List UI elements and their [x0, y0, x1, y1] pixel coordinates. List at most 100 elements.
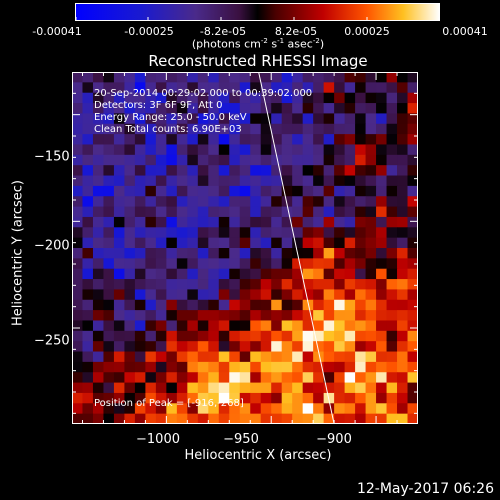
heatmap-cell: [323, 299, 335, 311]
heatmap-cell: [281, 165, 293, 176]
heatmap-cell: [134, 196, 146, 207]
heatmap-cell: [302, 227, 314, 239]
heatmap-cell: [239, 92, 251, 104]
heatmap-cell: [145, 403, 157, 415]
heatmap-cell: [334, 320, 345, 332]
heatmap-cell: [176, 403, 188, 415]
heatmap-cell: [344, 330, 356, 342]
heatmap-cell: [155, 248, 167, 259]
heatmap-cell: [239, 123, 251, 135]
heatmap-cell: [250, 258, 262, 270]
chart-title: Reconstructed RHESSI Image: [148, 52, 368, 70]
heatmap-cell: [376, 258, 387, 270]
heatmap-cell: [250, 72, 262, 83]
heatmap-cell: [281, 92, 293, 104]
heatmap-cell: [124, 330, 136, 342]
heatmap-cell: [124, 289, 136, 301]
heatmap-cell: [376, 216, 387, 228]
heatmap-cell: [187, 206, 199, 218]
heatmap-cell: [113, 289, 125, 301]
heatmap-cell: [334, 154, 345, 166]
heatmap-cell: [218, 403, 230, 415]
heatmap-cell: [386, 310, 398, 321]
heatmap-cell: [124, 413, 136, 424]
heatmap-cell: [292, 123, 304, 135]
heatmap-cell: [113, 372, 125, 383]
heatmap-cell: [334, 361, 345, 373]
heatmap-cell: [134, 320, 146, 332]
heatmap-cell: [260, 320, 272, 332]
heatmap-cell: [260, 330, 272, 342]
heatmap-cell: [176, 361, 188, 373]
heatmap-cell: [113, 134, 125, 145]
heatmap-cell: [386, 382, 398, 394]
heatmap-cell: [376, 361, 387, 373]
heatmap-cell: [323, 82, 335, 94]
heatmap-cell: [113, 279, 125, 290]
heatmap-cell: [113, 341, 125, 352]
heatmap-cell: [124, 372, 136, 383]
heatmap-cell: [313, 382, 325, 394]
heatmap-cell: [113, 82, 125, 94]
heatmap-cell: [176, 175, 188, 187]
heatmap-cell: [72, 403, 83, 415]
heatmap-cell: [92, 113, 104, 125]
heatmap-cell: [302, 72, 314, 83]
heatmap-cell: [271, 103, 283, 114]
heatmap-cell: [218, 341, 230, 352]
heatmap-cell: [176, 413, 188, 424]
heatmap-cell: [72, 351, 83, 363]
heatmap-cell: [365, 320, 377, 332]
heatmap-cell: [302, 382, 314, 394]
heatmap-cell: [134, 248, 146, 259]
heatmap-cell: [313, 299, 325, 311]
heatmap-cell: [113, 330, 125, 342]
heatmap-cell: [323, 403, 335, 415]
heatmap-cell: [386, 134, 398, 145]
heatmap-cell: [365, 175, 377, 187]
heatmap-cell: [176, 258, 188, 270]
heatmap-cell: [376, 310, 387, 321]
heatmap-cell: [281, 392, 293, 404]
heatmap-cell: [176, 279, 188, 290]
heatmap-cell: [72, 382, 83, 394]
heatmap-cell: [250, 310, 262, 321]
heatmap-cell: [407, 382, 418, 394]
heatmap-cell: [155, 134, 167, 145]
heatmap-cell: [323, 351, 335, 363]
heatmap-cell: [302, 196, 314, 207]
heatmap-cell: [72, 268, 83, 280]
heatmap-cell: [134, 185, 146, 197]
heatmap-cell: [397, 361, 408, 373]
heatmap-cell: [155, 299, 167, 311]
heatmap-cell: [187, 268, 199, 280]
heatmap-cell: [334, 134, 345, 145]
heatmap-cell: [187, 165, 199, 176]
heatmap-cell: [187, 258, 199, 270]
heatmap-cell: [92, 216, 104, 228]
colorbar-tick-label: 0.00041: [442, 25, 488, 38]
heatmap-cell: [166, 72, 178, 83]
heatmap-cell: [197, 403, 209, 415]
heatmap-cell: [344, 413, 356, 424]
heatmap-cell: [355, 382, 366, 394]
heatmap-cell: [344, 206, 356, 218]
heatmap-cell: [145, 310, 157, 321]
heatmap-cell: [113, 185, 125, 197]
heatmap-cell: [103, 113, 115, 125]
heatmap-cell: [302, 248, 314, 259]
heatmap-cell: [166, 103, 178, 114]
heatmap-cell: [386, 372, 398, 383]
colorbar: [75, 3, 440, 21]
heatmap-cell: [260, 413, 272, 424]
heatmap-cell: [229, 320, 241, 332]
heatmap-cell: [292, 113, 304, 125]
heatmap-cell: [376, 351, 387, 363]
heatmap-cell: [197, 113, 209, 125]
heatmap-cell: [313, 185, 325, 197]
heatmap-cell: [407, 289, 418, 301]
heatmap-cell: [334, 299, 345, 311]
heatmap-cell: [239, 299, 251, 311]
heatmap-cell: [103, 72, 115, 83]
heatmap-cell: [334, 227, 345, 239]
